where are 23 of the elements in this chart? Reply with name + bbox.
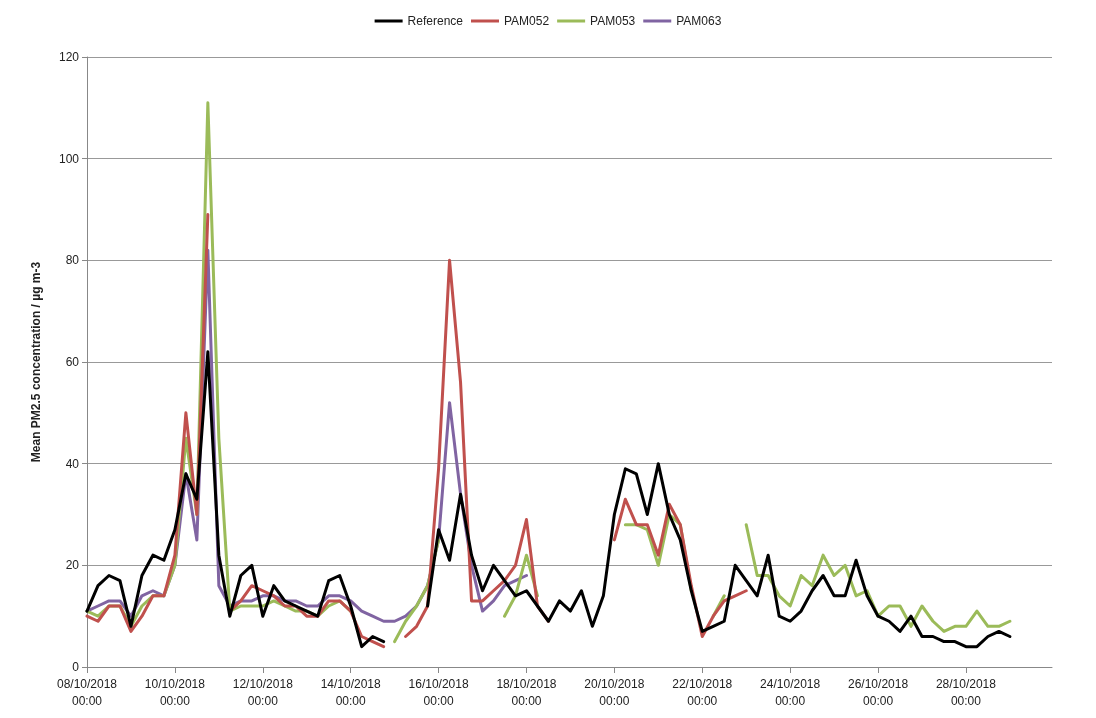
y-tick-label: 120	[58, 50, 80, 64]
x-tick-label: 10/10/2018 00:00	[144, 676, 206, 708]
x-tick-label: 20/10/2018 00:00	[584, 676, 645, 708]
legend-label: PAM053	[590, 14, 636, 28]
x-tick-label: 18/10/2018 00:00	[496, 676, 557, 708]
legend-label: PAM063	[676, 14, 722, 28]
x-tick-label: 26/10/2018 00:00	[848, 676, 909, 708]
x-tick-label: 24/10/2018 00:00	[760, 676, 821, 708]
x-tick-label: 14/10/2018 00:00	[320, 676, 382, 708]
y-tick-label: 40	[65, 456, 80, 471]
x-tick-label: 28/10/2018 00:00	[935, 676, 997, 708]
x-tick-label: 22/10/2018 00:00	[672, 676, 733, 708]
y-tick-label: 0	[72, 660, 80, 674]
y-tick-label: 20	[65, 558, 80, 573]
legend-label: PAM052	[503, 14, 550, 28]
y-tick-label: 100	[58, 151, 80, 166]
y-tick-label: 80	[65, 253, 80, 268]
x-tick-label: 12/10/2018 00:00	[232, 676, 294, 708]
y-tick-label: 60	[65, 355, 80, 369]
x-tick-label: 16/10/2018 00:00	[408, 676, 469, 708]
x-tick-label: 08/10/2018 00:00	[56, 676, 118, 708]
legend-label: Reference	[407, 14, 464, 28]
y-axis-title: Mean PM2.5 concentration / µg m-3	[29, 261, 43, 463]
